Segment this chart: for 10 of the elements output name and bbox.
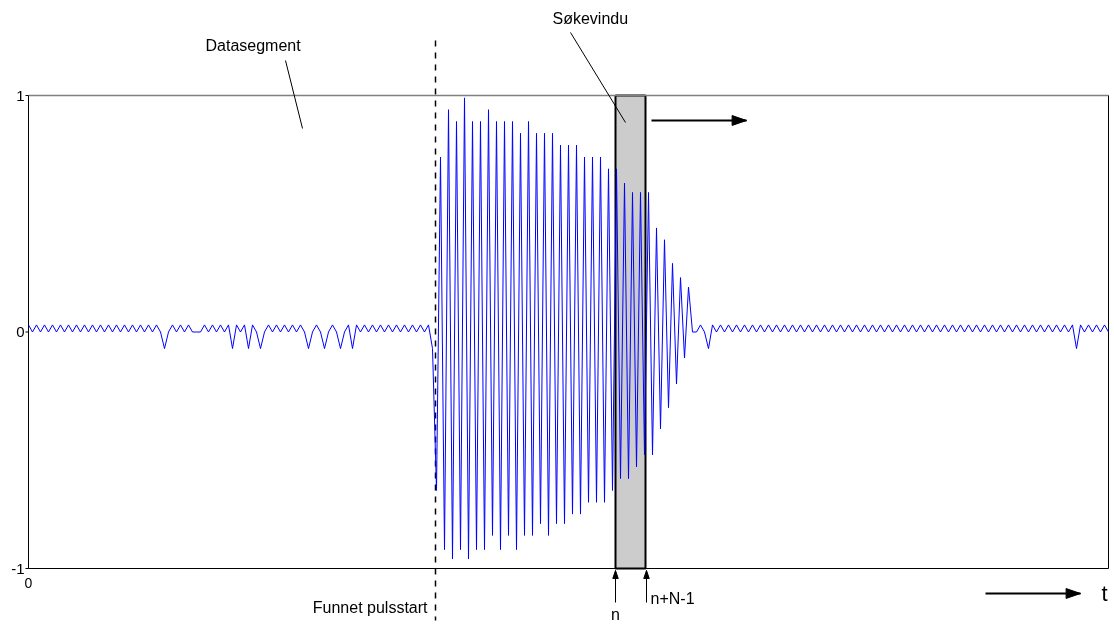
line-series <box>28 97 1109 560</box>
y-tick-label: 0 <box>16 323 25 340</box>
text: n <box>611 606 620 623</box>
text: n+N-1 <box>650 590 695 607</box>
text: t <box>1101 581 1108 606</box>
text: Datasegment <box>205 37 302 54</box>
y-tick-label: 1 <box>16 86 25 104</box>
text: Søkevindu <box>552 10 629 27</box>
y-tick-label: -1 <box>11 559 25 577</box>
text: Funnet pulsstart <box>312 599 429 616</box>
